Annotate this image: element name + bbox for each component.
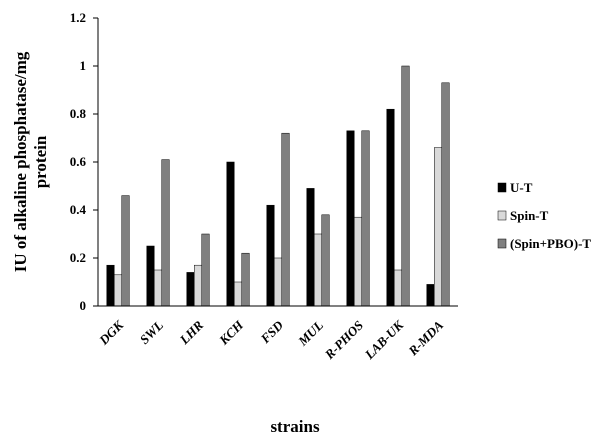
bar-spin-t-r-mda <box>434 147 442 307</box>
y-tick-label: 1 <box>80 58 87 73</box>
x-tick-label: MUL <box>294 317 326 349</box>
bar-spin-t-lab-uk <box>394 269 402 307</box>
bar-spin-pbo-t-r-mda <box>441 82 450 307</box>
y-tick-label: 0.2 <box>70 250 86 265</box>
bar-spin-pbo-t-dgk <box>121 195 130 307</box>
x-tick-label: KCH <box>215 317 246 348</box>
bar-spin-t-swl <box>154 269 162 307</box>
legend-label: (Spin+PBO)-T <box>510 236 591 251</box>
bar-u-t-kch <box>226 161 235 307</box>
legend-swatch <box>497 182 507 193</box>
y-tick-label: 0.8 <box>70 106 87 121</box>
bar-spin-t-dgk <box>114 274 122 307</box>
bar-spin-pbo-t-fsd <box>281 132 290 307</box>
x-tick-label: FSD <box>257 317 287 347</box>
bar-spin-pbo-t-mul <box>321 214 330 307</box>
bar-spin-t-kch <box>234 281 242 307</box>
bar-spin-pbo-t-swl <box>161 159 170 307</box>
y-axis-title-line1: IU of alkaline phosphatase/mg <box>11 51 30 272</box>
x-tick-label: LHR <box>176 317 206 347</box>
y-tick-label: 1.2 <box>70 10 86 25</box>
bars <box>106 65 450 307</box>
x-tick-label: R-PHOS <box>321 318 366 363</box>
bar-u-t-mul <box>306 188 315 307</box>
bar-spin-t-mul <box>314 233 322 307</box>
x-axis-title: strains <box>270 417 320 436</box>
legend-swatch <box>497 210 507 221</box>
x-tick-label: DGK <box>95 317 127 349</box>
bar-spin-t-lhr <box>194 264 202 307</box>
y-axis-title-line2: protein <box>31 135 50 188</box>
x-tick-label: LAB-UK <box>361 317 407 363</box>
y-axis-ticks: 0 0.2 0.4 0.6 0.8 1 1.2 <box>70 10 98 313</box>
x-tick-label: R-MDA <box>405 317 447 359</box>
bar-u-t-swl <box>146 245 155 307</box>
y-tick-label: 0 <box>80 298 87 313</box>
y-tick-label: 0.4 <box>70 202 87 217</box>
bar-u-t-r-phos <box>346 130 355 307</box>
bar-u-t-lab-uk <box>386 108 395 307</box>
bar-spin-pbo-t-lab-uk <box>401 65 410 307</box>
legend: U-T Spin-T (Spin+PBO)-T <box>497 180 591 251</box>
bar-spin-pbo-t-r-phos <box>361 130 370 307</box>
legend-swatch <box>497 238 507 249</box>
y-tick-label: 0.6 <box>70 154 87 169</box>
bar-u-t-lhr <box>186 272 195 307</box>
bar-spin-t-r-phos <box>354 216 362 307</box>
legend-label: U-T <box>510 180 533 195</box>
x-tick-label: SWL <box>137 317 167 347</box>
bar-spin-t-fsd <box>274 257 282 307</box>
bar-u-t-r-mda <box>426 284 435 307</box>
bar-u-t-dgk <box>106 264 115 307</box>
bar-u-t-fsd <box>266 204 275 307</box>
legend-label: Spin-T <box>510 208 549 223</box>
bar-spin-pbo-t-lhr <box>201 233 210 307</box>
bar-spin-pbo-t-kch <box>241 252 250 307</box>
